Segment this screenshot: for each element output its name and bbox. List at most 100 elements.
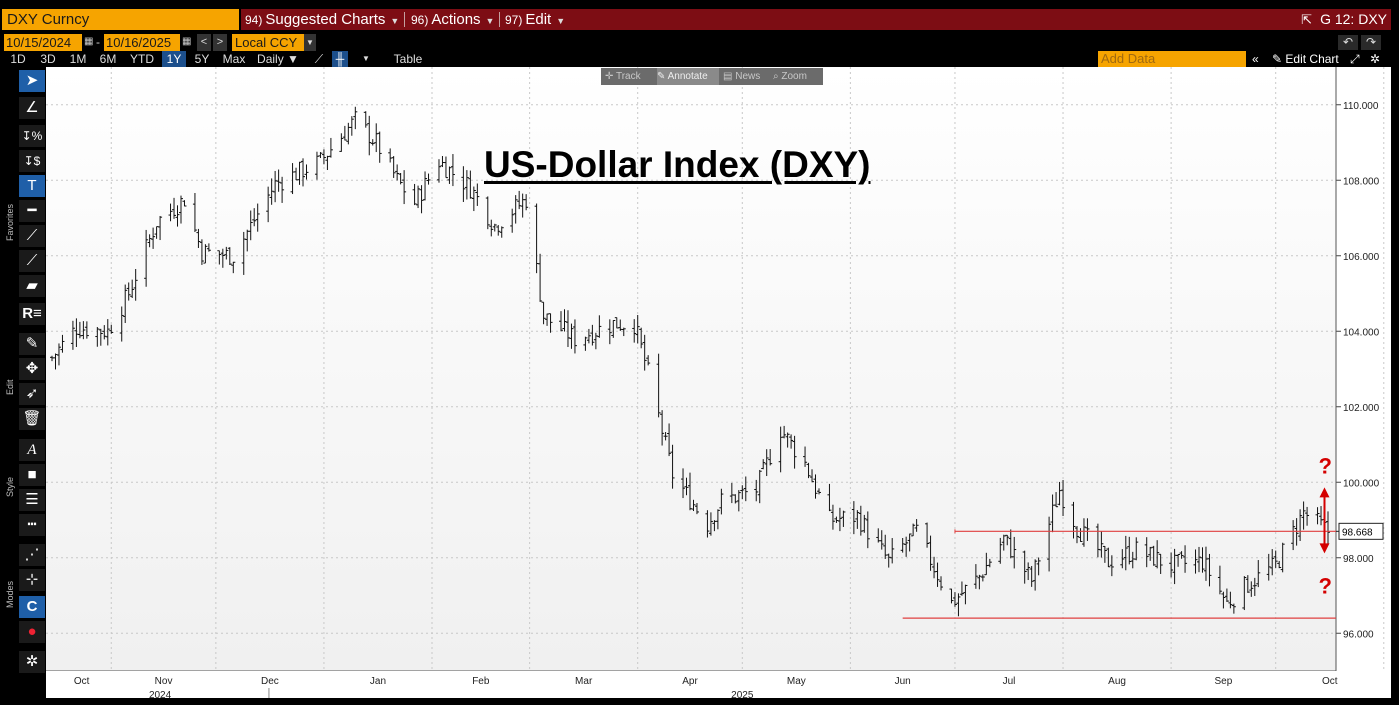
top-bar: DXY Curncy 94) Suggested Charts ▼ 96) Actio…: [0, 0, 1399, 30]
horizontal-line-icon[interactable]: ━: [19, 200, 45, 222]
next-period-button[interactable]: >: [213, 34, 227, 51]
line-style-icon[interactable]: ┅: [19, 514, 45, 536]
suggested-charts-menu[interactable]: 94) Suggested Charts ▼: [245, 11, 400, 28]
snap-mode-icon[interactable]: ⋰: [19, 544, 45, 566]
x-month-label: Aug: [1108, 676, 1126, 687]
crosshair-mode-icon[interactable]: ⊹: [19, 569, 45, 591]
chart-svg: 96.000 98.000 100.000 102.000 104.000 106.000…: [46, 67, 1391, 698]
range-1d[interactable]: 1D: [10, 52, 26, 66]
add-pointer-icon[interactable]: ➶: [19, 383, 45, 405]
prev-period-button[interactable]: <: [197, 34, 211, 51]
regression-icon[interactable]: R≡: [19, 303, 45, 325]
x-month-label: May: [787, 676, 806, 687]
bar-chart-icon[interactable]: ╫: [332, 51, 348, 67]
y-tick-label: 106.000: [1343, 252, 1380, 263]
y-tick-label: 96.000: [1343, 629, 1374, 640]
edit-menu[interactable]: 97) Edit ▼: [505, 11, 566, 28]
magnet-icon[interactable]: C: [19, 596, 45, 618]
x-year-label: 2025: [731, 690, 754, 698]
chevron-down-icon: ▼: [556, 16, 566, 26]
color-palette-icon[interactable]: ●: [19, 621, 45, 643]
draw-line-icon[interactable]: ∠: [19, 97, 45, 119]
pencil-icon: ✎: [657, 71, 668, 82]
y-tick-label: 98.000: [1343, 554, 1374, 565]
range-1y[interactable]: 1Y: [162, 51, 186, 67]
x-year-label: 2024: [149, 690, 172, 698]
arrow-head-up: [1319, 487, 1330, 498]
color-fill-icon[interactable]: ■: [19, 464, 45, 486]
expand-icon[interactable]: ⤢: [1350, 52, 1360, 66]
collapse-icon[interactable]: «: [1252, 52, 1259, 66]
range-max[interactable]: Max: [222, 52, 246, 66]
line-chart-icon[interactable]: ⟋: [314, 52, 324, 66]
question-mark-up: ?: [1319, 453, 1332, 478]
chevron-down-icon: ▼: [390, 16, 400, 26]
pencil-icon: ✎: [1272, 52, 1286, 66]
y-tick-label: 102.000: [1343, 403, 1380, 414]
channel-icon[interactable]: ▰: [19, 275, 45, 297]
chevron-down-icon: ▼: [304, 34, 316, 51]
percent-measure-icon[interactable]: ↧%: [19, 125, 45, 147]
question-mark-down: ?: [1319, 573, 1332, 598]
x-month-label: Feb: [472, 676, 490, 687]
price-measure-icon[interactable]: ↧$: [19, 150, 45, 172]
chart-mode-toolbar: ✛ Track ✎ Annotate ▤ News ⌕ Zoom: [601, 68, 823, 85]
x-month-label: Jul: [1003, 676, 1016, 687]
chart-id-label[interactable]: ⇱ G 12: DXY: [1301, 9, 1387, 30]
range-6m[interactable]: 6M: [99, 52, 117, 66]
x-month-label: Nov: [155, 676, 173, 687]
select-cursor-icon[interactable]: ➤: [19, 70, 45, 92]
x-month-label: Oct: [1322, 676, 1338, 687]
track-button[interactable]: ✛ Track: [605, 71, 641, 82]
modes-section-label: Modes: [5, 581, 15, 609]
last-price-label: 98.668: [1342, 527, 1373, 538]
frequency-select[interactable]: Daily ▼: [257, 52, 299, 66]
trend-line-icon[interactable]: ⟋: [19, 225, 45, 247]
line-weight-icon[interactable]: ☰: [19, 489, 45, 511]
chart-title: US-Dollar Index (DXY): [484, 144, 871, 185]
table-button[interactable]: Table: [393, 52, 423, 66]
add-data-input[interactable]: Add Data: [1098, 51, 1246, 67]
font-style-icon[interactable]: A: [19, 439, 45, 461]
start-date-field[interactable]: 10/15/2024: [4, 34, 82, 51]
date-bar: 10/15/2024 ▦ - 10/16/2025 ▦ < > Local CC…: [0, 34, 1399, 51]
style-section-label: Style: [5, 477, 15, 498]
range-5y[interactable]: 5Y: [194, 52, 210, 66]
ray-line-icon[interactable]: ⟋: [19, 250, 45, 272]
move-icon[interactable]: ✥: [19, 358, 45, 380]
news-button[interactable]: ▤ News: [723, 71, 761, 82]
favorites-section-label: Favorites: [5, 203, 15, 241]
x-month-label: Mar: [575, 676, 593, 687]
gear-icon[interactable]: ✲: [1370, 52, 1381, 66]
end-date-field[interactable]: 10/16/2025: [104, 34, 180, 51]
redo-icon[interactable]: ↷: [1361, 35, 1381, 50]
annotate-button[interactable]: ✎ Annotate: [657, 68, 719, 85]
range-1m[interactable]: 1M: [69, 52, 87, 66]
ticker-field[interactable]: DXY Curncy: [2, 9, 239, 30]
calendar-icon[interactable]: ▦: [84, 36, 94, 47]
range-ytd[interactable]: YTD: [130, 52, 154, 66]
plot-area: [46, 67, 1336, 671]
currency-select[interactable]: Local CCY ▼: [232, 34, 316, 51]
pencil-icon[interactable]: ✎: [19, 333, 45, 355]
range-3d[interactable]: 3D: [40, 52, 56, 66]
undo-icon[interactable]: ↶: [1338, 35, 1358, 50]
chevron-down-icon[interactable]: ▼: [362, 54, 370, 63]
crosshair-icon: ✛: [605, 71, 616, 82]
menu-strip: 94) Suggested Charts ▼ 96) Actions ▼ 97) Edit…: [241, 9, 1391, 30]
calendar-icon[interactable]: ▦: [182, 36, 192, 47]
x-month-label: Apr: [682, 676, 698, 687]
trash-icon[interactable]: 🗑: [19, 408, 45, 430]
actions-menu[interactable]: 96) Actions ▼: [411, 11, 495, 28]
x-month-label: Jun: [895, 676, 911, 687]
x-axis-area: [46, 671, 1391, 698]
gear-icon[interactable]: ✲: [19, 651, 45, 673]
price-chart[interactable]: 96.000 98.000 100.000 102.000 104.000 106.000…: [46, 67, 1391, 698]
edit-chart-button[interactable]: ✎ Edit Chart: [1272, 52, 1339, 66]
x-month-label: Jan: [370, 676, 386, 687]
zoom-button[interactable]: ⌕ Zoom: [773, 71, 807, 82]
chevron-down-icon: ▼: [485, 16, 495, 26]
text-tool-icon[interactable]: T: [19, 175, 45, 197]
external-window-icon[interactable]: ⇱: [1301, 12, 1313, 27]
drawing-toolbar: Favorites Edit Style Modes ➤ ∠ ↧% ↧$ T ━…: [5, 67, 46, 698]
